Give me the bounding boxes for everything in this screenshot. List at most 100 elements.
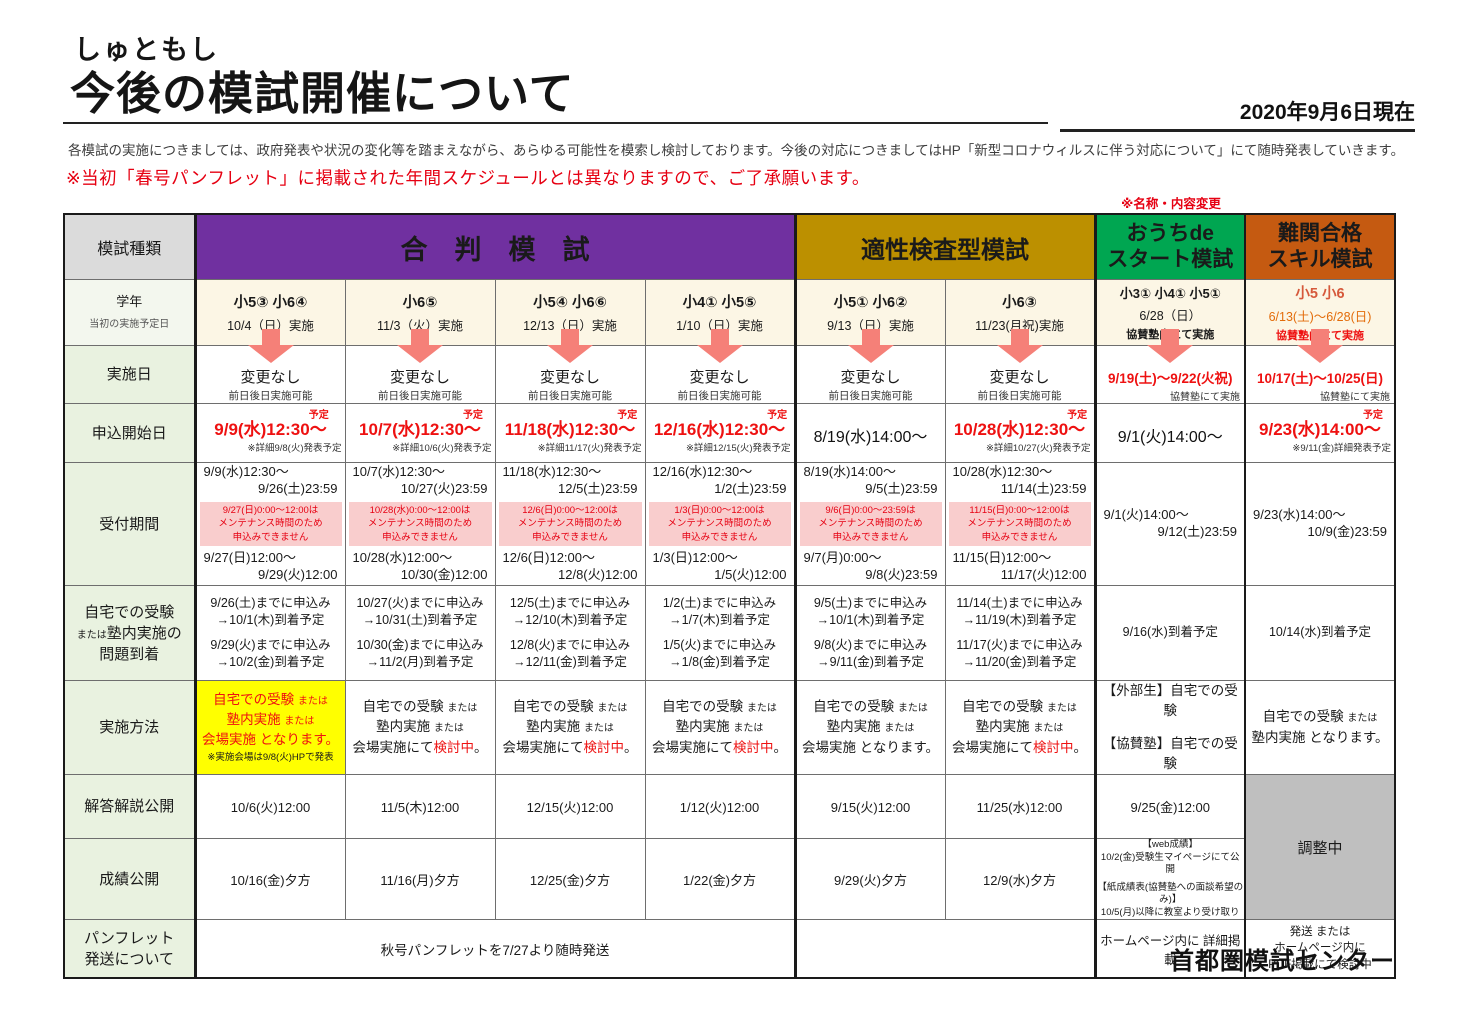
cell-arrival-c6: 11/14(土)までに申込み →11/19(木)到着予定 11/17(火)までに申込…: [944, 585, 1096, 681]
period-c1-b1: 9/27(日)12:00～: [203, 549, 297, 565]
schedule-table: 模試種類 合 判 模 試 適性検査型模試 おうちde スタート模試 難関合格 ス…: [63, 213, 1396, 980]
group-header-nankan-line1: 難関合格: [1278, 221, 1362, 245]
down-arrow-icon: [847, 329, 894, 363]
cell-apply-c3: 11/18(水)12:30～ 予定 ※詳細11/17(火)発表予定: [494, 403, 646, 463]
down-arrow-icon: [696, 329, 743, 363]
maintenance-note: 12/6(日)0:00～12:00は メンテナンス時間のため 申込みできません: [498, 502, 642, 546]
cell-arrival-c2: 10/27(火)までに申込み →10/31(土)到着予定 10/30(金)までに申込…: [344, 585, 496, 681]
apply-c3-yotei: 予定: [617, 410, 638, 421]
cell-answers-c2: 11/5(木)12:00: [344, 774, 496, 839]
group-header-gohan: 合 判 模 試: [193, 213, 796, 280]
row-label-arrival-line3: 問題到着: [99, 645, 160, 663]
grade-c2-line2: 11/3（火）実施: [377, 319, 463, 333]
exec-c6-main: 変更なし: [989, 369, 1050, 386]
cell-apply-c2: 10/7(水)12:30～ 予定 ※詳細10/6(火)発表予定: [344, 403, 496, 463]
cell-period-c3: 11/18(水)12:30～ 12/5(土)23:59 12/6(日)0:00～12…: [494, 462, 646, 586]
grade-c5-line2: 9/13（日）実施: [827, 319, 914, 333]
cell-period-c5: 8/19(水)14:00～ 9/5(土)23:59 9/6(日)0:00～23:59…: [793, 462, 946, 586]
down-arrow-icon: [1147, 329, 1194, 363]
apply-c2-note: ※詳細10/6(火)発表予定: [392, 443, 492, 454]
cell-apply-c7: 9/1(火)14:00～: [1093, 403, 1246, 463]
cell-exec-c4: 変更なし 前日後日実施可能: [644, 329, 796, 404]
cell-period-c7: 9/1(火)14:00～ 9/12(土)23:59: [1093, 462, 1246, 586]
row-label-pamphlet-line1: パンフレット: [84, 929, 175, 947]
cell-method-c5: 自宅での受験 または 塾内実施 または 会場実施 となります。: [793, 680, 946, 775]
page-subtitle: しゅともし: [74, 35, 219, 65]
cell-pamphlet-tekisei-empty: [793, 919, 1096, 979]
period-c1-b2: 9/29(火)12:00: [258, 566, 338, 582]
page-title: 今後の模試開催について: [70, 68, 575, 119]
group-header-tekisei-text: 適性検査型模試: [861, 236, 1029, 264]
apply-c6-note: ※詳細10/27(火)発表予定: [985, 443, 1091, 454]
cell-method-c4: 自宅での受験 または 塾内実施 または 会場実施にて検討中。: [644, 680, 796, 775]
grade-c3-line2: 12/13（日）実施: [523, 319, 617, 333]
exec-c6-sub: 前日後日実施可能: [977, 390, 1062, 402]
row-label-results: 成績公開: [63, 837, 196, 921]
exec-c1-sub: 前日後日実施可能: [228, 390, 313, 402]
cell-method-c7: 【外部生】自宅での受験 【協賛塾】自宅での受験: [1093, 680, 1246, 775]
row-label-grade-text: 学年: [116, 293, 143, 309]
maintenance-note: 9/6(日)0:00～23:59は メンテナンス時間のため 申込みできません: [799, 502, 942, 546]
row-label-arrival: 自宅での受験 または塾内実施の 問題到着: [63, 585, 196, 681]
cell-apply-c6: 10/28(水)12:30～ 予定 ※詳細10/27(火)発表予定: [944, 403, 1096, 463]
row-label-exec-text: 実施日: [106, 366, 152, 383]
grade-c7-line2: 6/28（日）: [1139, 309, 1202, 323]
exec-c7-sub: 協賛塾にて実施: [1170, 391, 1240, 403]
grade-c4-line1: 小4① 小5⑤: [682, 295, 757, 311]
maintenance-note: 10/28(水)0:00～12:00は メンテナンス時間のため 申込みできません: [348, 502, 492, 546]
cell-exec-c7: 9/19(土)～9/22(火祝) 協賛塾にて実施: [1093, 329, 1246, 404]
row-label-exec: 実施日: [63, 345, 196, 404]
cell-method-c6: 自宅での受験 または 塾内実施 または 会場実施にて検討中。: [944, 680, 1096, 775]
grade-c1-line1: 小5③ 小6④: [233, 295, 308, 311]
row-label-pamphlet: パンフレット 発送について: [63, 919, 196, 979]
grade-c2-line1: 小6⑤: [402, 295, 438, 311]
row-label-arrival-line2: または塾内実施の: [76, 624, 182, 642]
apply-c3-main: 11/18(水)12:30～: [504, 420, 636, 439]
apply-c4-note: ※詳細12/15(火)発表予定: [685, 443, 791, 454]
apply-c7-main: 9/1(火)14:00～: [1117, 428, 1223, 446]
down-arrow-icon: [1297, 329, 1343, 363]
cell-arrival-c5: 9/5(土)までに申込み →10/1(木)到着予定 9/8(火)までに申込み →9/1…: [793, 585, 946, 681]
cell-period-c2: 10/7(水)12:30～ 10/27(火)23:59 10/28(水)0:00～1…: [344, 462, 496, 586]
apply-c5-main: 8/19(水)14:00～: [813, 428, 928, 446]
row-label-grade: 学年 当初の実施予定日: [63, 279, 196, 346]
row-label-method-text: 実施方法: [99, 719, 160, 736]
exec-c5-sub: 前日後日実施可能: [828, 390, 913, 402]
apply-c8-main: 9/23(水)14:00～: [1259, 420, 1381, 439]
cell-period-c6: 10/28(水)12:30～ 11/14(土)23:59 11/15(日)0:00～…: [944, 462, 1096, 586]
cell-results-c4: 1/22(金)夕方: [644, 837, 796, 921]
grade-c6-line2: 11/23(月祝)実施: [975, 319, 1064, 333]
down-arrow-icon: [547, 329, 593, 363]
cell-answers-c1: 10/6(火)12:00: [193, 774, 346, 839]
exec-c8-sub: 協賛塾にて実施: [1320, 391, 1390, 403]
cell-period-c1: 9/9(水)12:30～ 9/26(土)23:59 9/27(日)0:00～12:0…: [193, 462, 346, 586]
cell-apply-c1: 9/9(水)12:30～ 予定 ※詳細9/8(火)発表予定: [193, 403, 346, 463]
cell-apply-c8: 9/23(水)14:00～ 予定 ※9/11(金)詳細発表予定: [1244, 403, 1396, 463]
group-header-nankan: 難関合格 スキル模試: [1244, 213, 1396, 280]
rename-note: ※名称・内容変更: [1121, 197, 1221, 211]
cell-results-c3: 12/25(金)夕方: [494, 837, 646, 921]
apply-c4-yotei: 予定: [767, 410, 788, 421]
grade-c8-line2: 6/13(土)～6/28(日): [1268, 310, 1372, 324]
cell-grade-c1: 小5③ 小6④ 10/4（日）実施: [193, 279, 346, 346]
down-arrow-icon: [247, 329, 294, 363]
period-c1-a1: 9/9(水)12:30～: [203, 464, 289, 480]
maintenance-note: 11/15(日)0:00～12:00は メンテナンス時間のため 申込みできません: [948, 502, 1091, 546]
apply-c1-main: 9/9(水)12:30～: [214, 420, 327, 439]
cell-results-c6: 12/9(水)夕方: [944, 837, 1096, 921]
cell-method-c2: 自宅での受験 または 塾内実施 または 会場実施にて検討中。: [344, 680, 496, 775]
row-label-answers-text: 解答解説公開: [84, 798, 175, 815]
cell-results-c2: 11/16(月)夕方: [344, 837, 496, 921]
cell-method-c1: 自宅での受験 または 塾内実施 または 会場実施 となります。 ※実施会場は9/…: [193, 680, 346, 775]
period-c1-a2: 9/26(土)23:59: [258, 481, 338, 497]
group-header-gohan-text: 合 判 模 試: [400, 234, 590, 265]
exec-c2-sub: 前日後日実施可能: [378, 390, 462, 402]
cell-apply-c4: 12/16(水)12:30～ 予定 ※詳細12/15(火)発表予定: [644, 403, 796, 463]
grade-c3-line1: 小5④ 小6⑥: [533, 295, 607, 311]
cell-answers-c6: 11/25(水)12:00: [944, 774, 1096, 839]
cell-exec-c8: 10/17(土)～10/25(日) 協賛塾にて実施: [1244, 329, 1396, 404]
exec-c2-main: 変更なし: [389, 369, 450, 386]
grade-c1-line2: 10/4（日）実施: [227, 319, 314, 333]
apply-c6-main: 10/28(水)12:30～: [953, 420, 1086, 439]
